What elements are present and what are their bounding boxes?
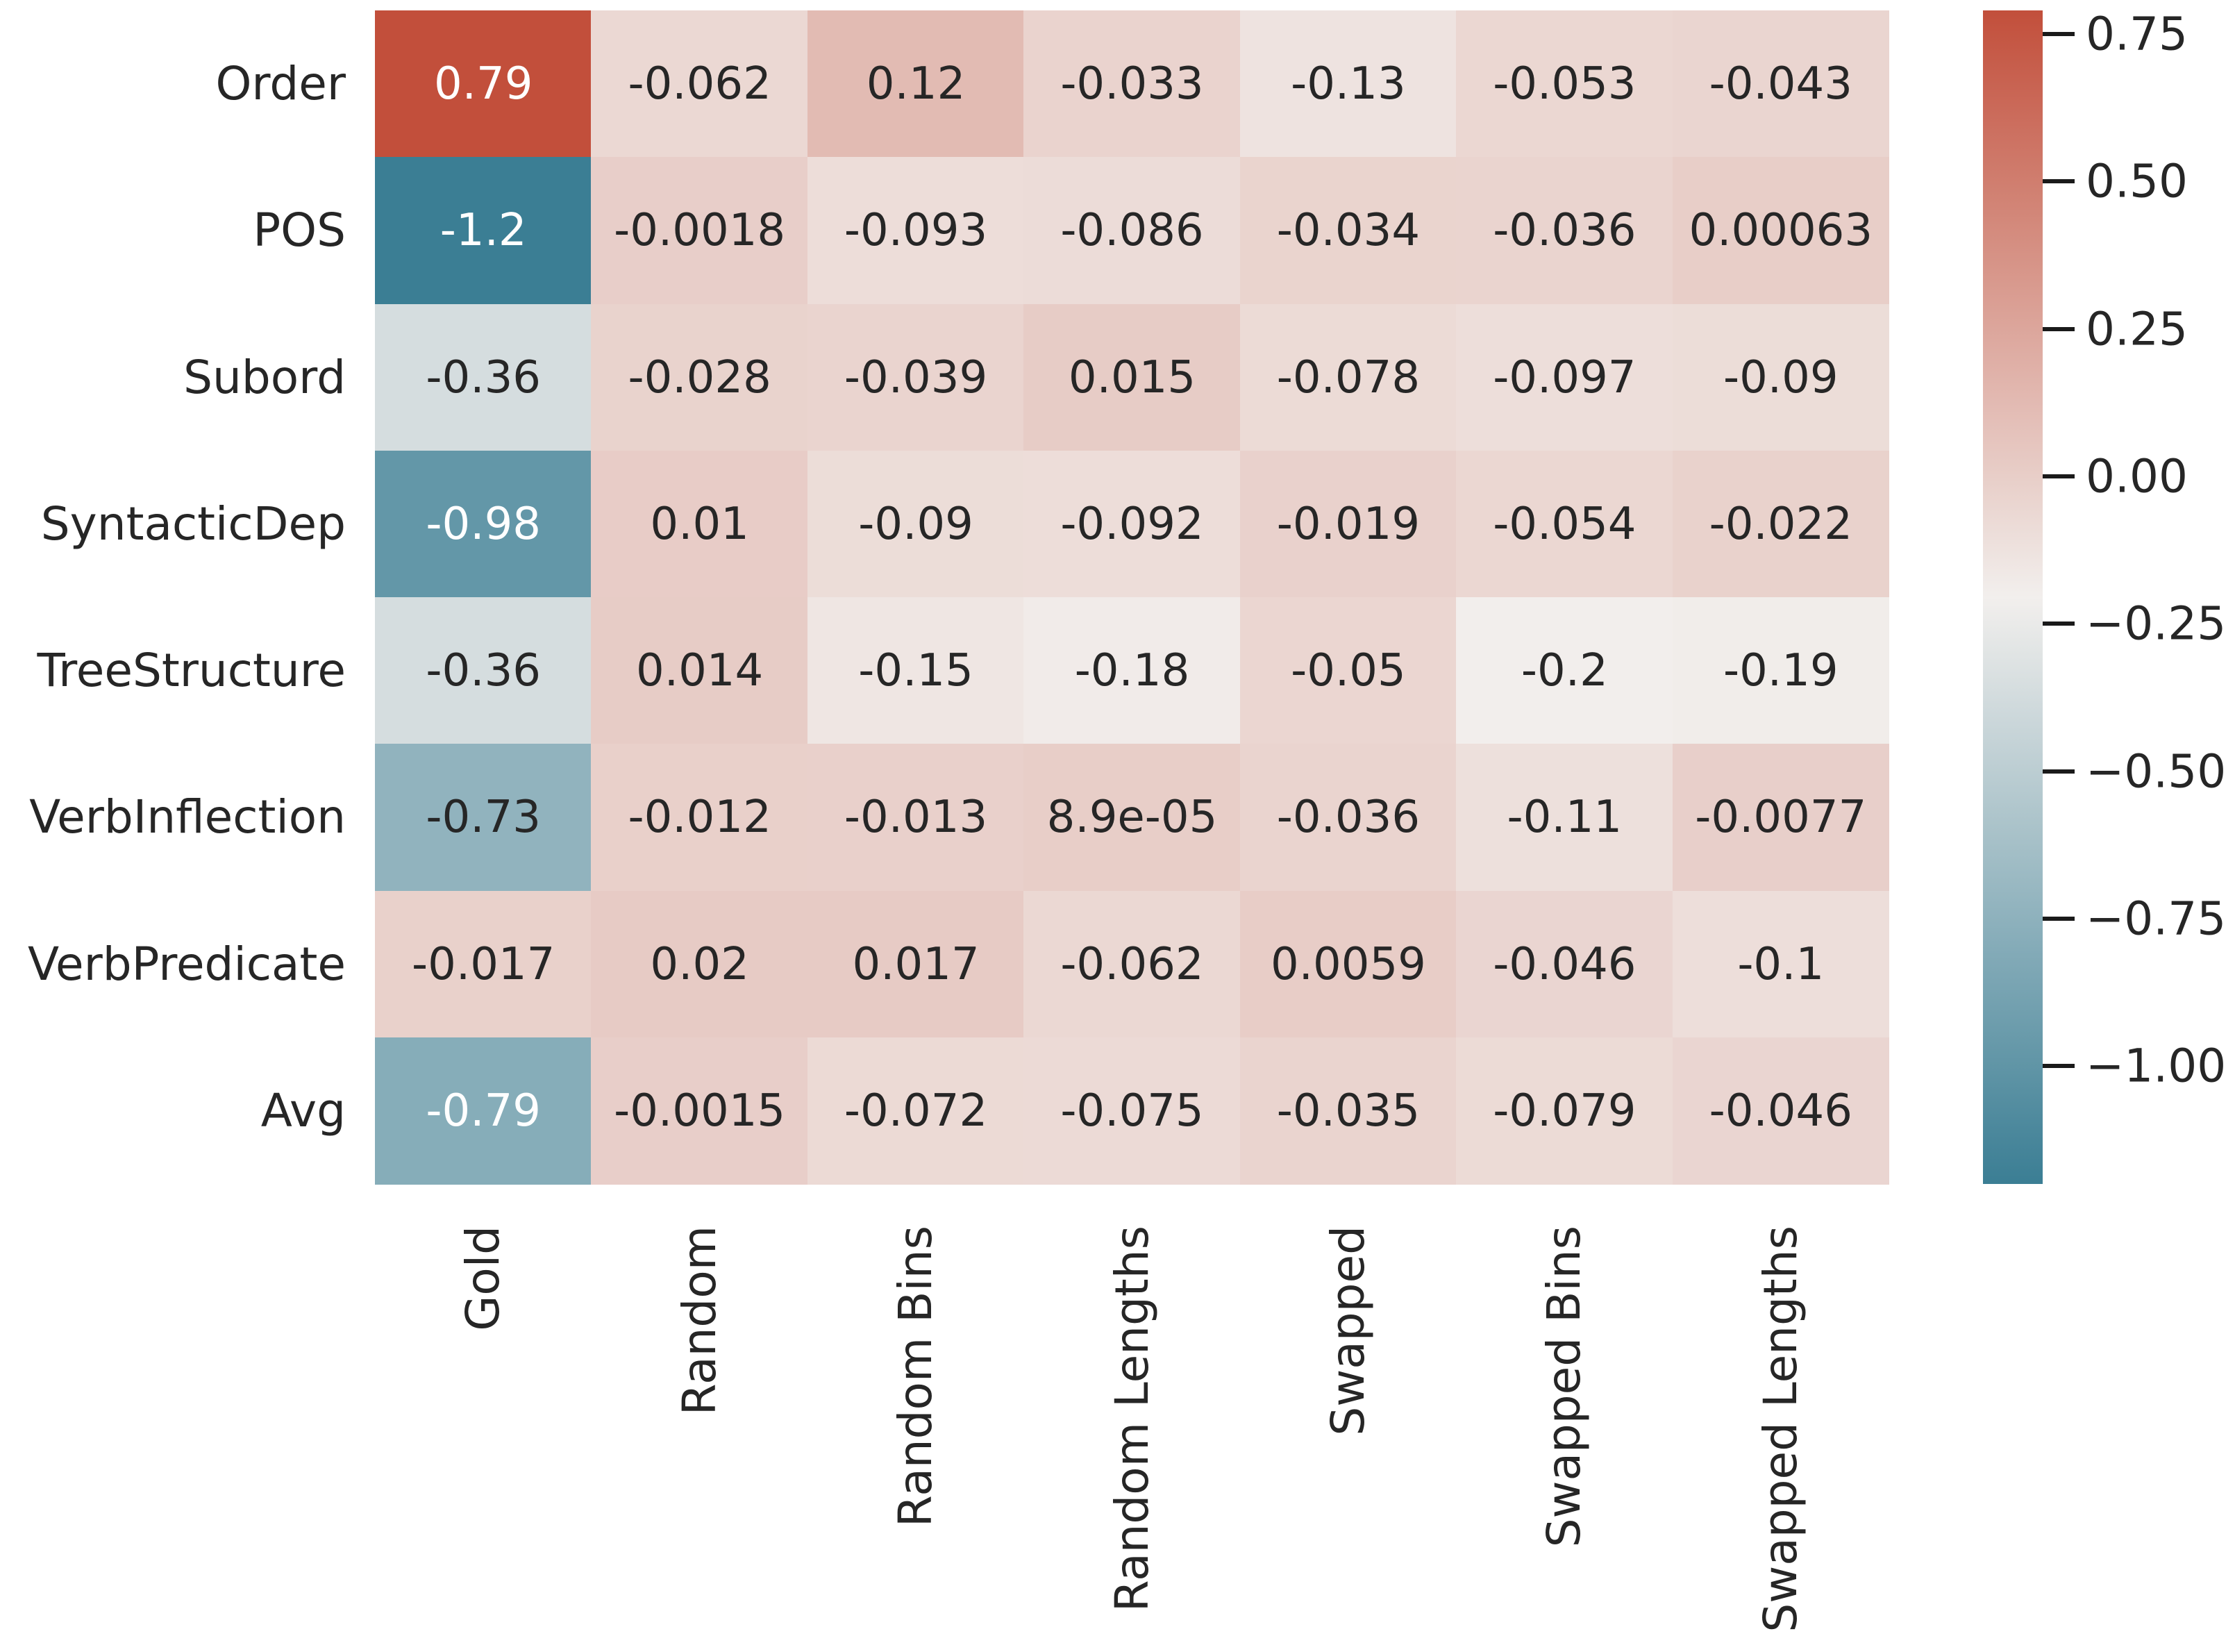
colorbar-tick-label: −0.25 bbox=[2086, 596, 2227, 651]
column-label: Swapped Lengths bbox=[1753, 1226, 1807, 1633]
heatmap-cell: 8.9e-05 bbox=[1023, 744, 1241, 892]
column-label: Swapped Bins bbox=[1537, 1226, 1591, 1548]
heatmap-cell: -0.075 bbox=[1023, 1037, 1241, 1185]
colorbar-tick-label: 0.50 bbox=[2086, 154, 2188, 208]
row-label: SyntacticDep bbox=[40, 497, 346, 551]
heatmap-cell: -0.017 bbox=[375, 890, 592, 1038]
heatmap-cell: 0.79 bbox=[375, 10, 592, 158]
heatmap-cell: -0.36 bbox=[375, 597, 592, 745]
heatmap-cell: -0.072 bbox=[807, 1037, 1025, 1185]
heatmap-cell: -0.19 bbox=[1672, 597, 1889, 745]
heatmap-cell: -0.36 bbox=[375, 303, 592, 451]
heatmap-grid: 0.79 -0.062 0.12 -0.033 -0.13 -0.053 -0.043 -1.… bbox=[375, 10, 1889, 1185]
heatmap-cell: -0.15 bbox=[807, 597, 1025, 745]
heatmap-cell: -0.054 bbox=[1456, 450, 1673, 598]
heatmap-cell: -0.053 bbox=[1456, 10, 1673, 158]
colorbar-tick bbox=[2043, 621, 2075, 626]
heatmap-cell: -0.18 bbox=[1023, 597, 1241, 745]
heatmap-cell: -0.05 bbox=[1239, 597, 1457, 745]
row-label: VerbInflection bbox=[29, 790, 346, 844]
heatmap-cell: -0.013 bbox=[807, 744, 1025, 892]
colorbar-tick bbox=[2043, 916, 2075, 921]
heatmap-cell: -0.11 bbox=[1456, 744, 1673, 892]
heatmap-cell: -0.1 bbox=[1672, 890, 1889, 1038]
heatmap-cell: -0.035 bbox=[1239, 1037, 1457, 1185]
heatmap-cell: -0.028 bbox=[591, 303, 808, 451]
heatmap-cell: -0.062 bbox=[1023, 890, 1241, 1038]
heatmap-cell: -0.022 bbox=[1672, 450, 1889, 598]
heatmap-cell: -0.033 bbox=[1023, 10, 1241, 158]
column-label: Random bbox=[672, 1226, 726, 1416]
colorbar-tick bbox=[2043, 31, 2075, 36]
row-label: VerbPredicate bbox=[27, 937, 346, 991]
heatmap-cell: 0.0059 bbox=[1239, 890, 1457, 1038]
column-label: Random Bins bbox=[889, 1226, 943, 1528]
heatmap-cell: -0.046 bbox=[1456, 890, 1673, 1038]
row-label: Order bbox=[215, 57, 346, 111]
colorbar-tick-label: −1.00 bbox=[2086, 1039, 2227, 1093]
row-label: POS bbox=[253, 203, 346, 258]
colorbar-tick bbox=[2043, 769, 2075, 774]
colorbar-gradient bbox=[1983, 10, 2043, 1184]
heatmap-cell: 0.02 bbox=[591, 890, 808, 1038]
column-label: Swapped bbox=[1321, 1226, 1375, 1436]
heatmap-cell: -0.046 bbox=[1672, 1037, 1889, 1185]
colorbar-tick-label: 0.75 bbox=[2086, 7, 2188, 61]
colorbar-tick bbox=[2043, 179, 2075, 184]
column-label: Random Lengths bbox=[1105, 1226, 1159, 1612]
heatmap-cell: -0.093 bbox=[807, 157, 1025, 305]
heatmap-cell: -0.79 bbox=[375, 1037, 592, 1185]
heatmap-cell: -0.98 bbox=[375, 450, 592, 598]
heatmap-cell: 0.017 bbox=[807, 890, 1025, 1038]
heatmap-cell: -0.019 bbox=[1239, 450, 1457, 598]
heatmap-cell: -0.043 bbox=[1672, 10, 1889, 158]
heatmap-cell: -0.062 bbox=[591, 10, 808, 158]
colorbar-tick-label: −0.50 bbox=[2086, 744, 2227, 799]
column-label: Gold bbox=[456, 1226, 510, 1331]
heatmap-cell: -0.036 bbox=[1239, 744, 1457, 892]
heatmap-cell: -0.0077 bbox=[1672, 744, 1889, 892]
heatmap-cell: 0.015 bbox=[1023, 303, 1241, 451]
colorbar-tick bbox=[2043, 1064, 2075, 1069]
colorbar-tick bbox=[2043, 326, 2075, 331]
colorbar-tick-label: 0.25 bbox=[2086, 302, 2188, 356]
row-label: Subord bbox=[183, 350, 346, 404]
heatmap-cell: -0.012 bbox=[591, 744, 808, 892]
heatmap-cell: -0.09 bbox=[807, 450, 1025, 598]
heatmap-cell: -0.079 bbox=[1456, 1037, 1673, 1185]
heatmap-cell: -0.097 bbox=[1456, 303, 1673, 451]
colorbar-tick bbox=[2043, 474, 2075, 478]
heatmap-cell: -0.078 bbox=[1239, 303, 1457, 451]
heatmap-cell: -0.09 bbox=[1672, 303, 1889, 451]
heatmap-cell: -1.2 bbox=[375, 157, 592, 305]
heatmap-cell: -0.2 bbox=[1456, 597, 1673, 745]
heatmap-cell: -0.0015 bbox=[591, 1037, 808, 1185]
heatmap-cell: -0.034 bbox=[1239, 157, 1457, 305]
row-label: TreeStructure bbox=[37, 644, 346, 698]
heatmap-cell: 0.12 bbox=[807, 10, 1025, 158]
colorbar-tick-label: 0.00 bbox=[2086, 449, 2188, 503]
heatmap-cell: 0.01 bbox=[591, 450, 808, 598]
row-label: Avg bbox=[260, 1083, 346, 1137]
heatmap-cell: -0.039 bbox=[807, 303, 1025, 451]
heatmap-cell: -0.036 bbox=[1456, 157, 1673, 305]
heatmap-cell: -0.13 bbox=[1239, 10, 1457, 158]
heatmap-cell: 0.014 bbox=[591, 597, 808, 745]
colorbar-tick-label: −0.75 bbox=[2086, 892, 2227, 946]
heatmap-cell: -0.0018 bbox=[591, 157, 808, 305]
heatmap-cell: 0.00063 bbox=[1672, 157, 1889, 305]
heatmap-cell: -0.092 bbox=[1023, 450, 1241, 598]
heatmap-cell: -0.73 bbox=[375, 744, 592, 892]
heatmap-cell: -0.086 bbox=[1023, 157, 1241, 305]
